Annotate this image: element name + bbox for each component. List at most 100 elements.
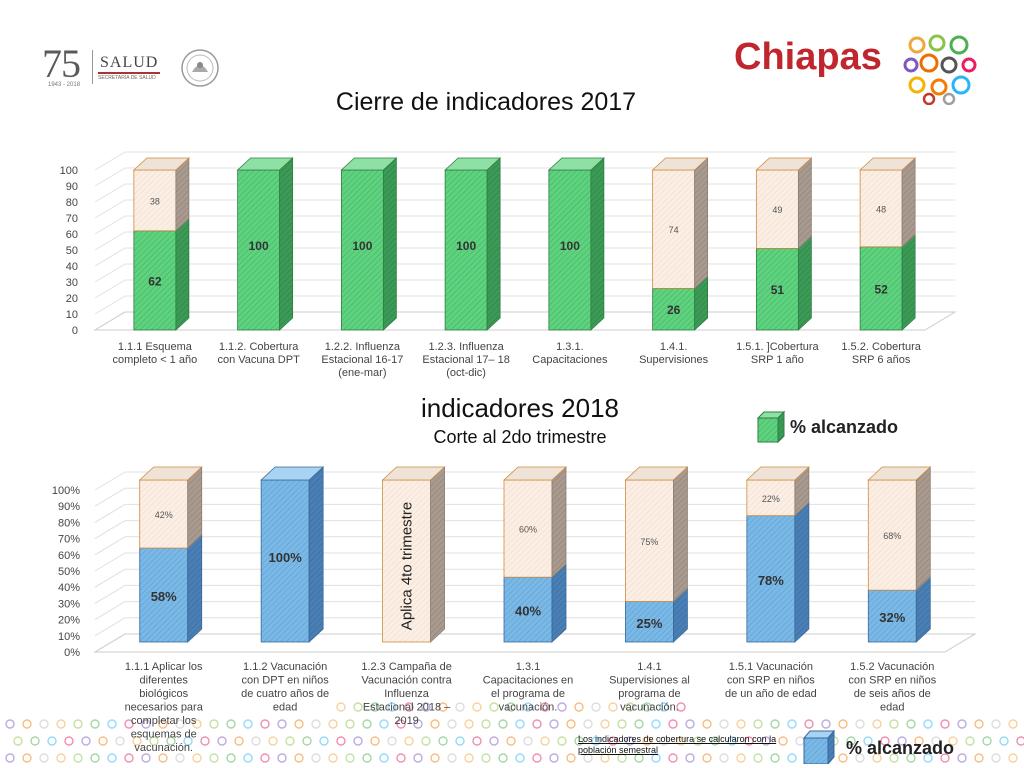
region-rings-logo-icon [903, 34, 977, 105]
chart-2018-legend-label: % alcanzado [846, 738, 955, 758]
chart-2018-legend: % alcanzado [800, 728, 1000, 764]
bar-achieved [548, 169, 592, 331]
bar-pending-top [859, 157, 917, 171]
logo-75-number: 75 [42, 41, 81, 86]
bar-achieved [625, 601, 674, 643]
bar-achieved-label: 62 [148, 274, 162, 288]
bar-achieved-top [260, 466, 325, 481]
region-name: Chiapas [734, 36, 882, 78]
gridline-diagonal [94, 601, 126, 621]
x-category-label: 1.3.1. Capacitaciones [532, 341, 608, 366]
gridline-diagonal [94, 617, 126, 637]
y-tick-label: 60% [58, 550, 80, 562]
legend-blue-cube-icon [802, 729, 836, 764]
y-tick-label: 70% [58, 534, 80, 546]
gridline-diagonal [94, 215, 126, 235]
bar-achieved-side [551, 563, 567, 643]
gridline-diagonal [94, 552, 126, 572]
bar-pending [746, 479, 796, 517]
x-category-label: 1.4.1 Supervisiones al programa de vacunaci… [609, 661, 690, 714]
bar-achieved [237, 169, 281, 331]
bar-pending-side [915, 466, 931, 592]
bar-achieved [859, 246, 903, 331]
x-category-label: 1.2.2. Influenza Estacional 16-17 (ene-mar… [321, 341, 403, 379]
chart-2017: 0 10 20 30 40 50 60 70 80 90 100 38 62 1.1.1 Esquema c… [60, 151, 957, 379]
gridline-diagonal [94, 183, 126, 203]
bar-achieved-top [547, 157, 605, 171]
bar-pending-side [673, 466, 688, 603]
gridline-diagonal [94, 151, 126, 171]
y-tick-label: 30% [58, 598, 80, 610]
x-category-label: 1.2.3 Campaña de Vacunación contra Influen… [361, 661, 452, 727]
bar-achieved-top [444, 157, 502, 171]
chart-2017-legend: % alcanzado [752, 410, 992, 444]
bar-pending-top [745, 466, 810, 481]
bar-pending [133, 169, 177, 232]
national-seal-icon [181, 49, 219, 87]
x-category-label: 1.1.2. Cobertura con Vacuna DPT [217, 341, 300, 366]
ministry-subtitle: SECRETARÍA DE SALUD [98, 75, 156, 81]
bar-pending-label: 68% [883, 531, 901, 541]
bar-achieved-side [308, 466, 324, 643]
x-category-label: 1.2.3. Influenza Estacional 17– 18 (oct-di… [422, 341, 509, 379]
y-tick-label: 20 [66, 293, 78, 305]
gridline-diagonal [94, 471, 126, 491]
bar-pending-top [502, 466, 568, 481]
bar-pending-top [138, 466, 203, 481]
bar-pending [503, 479, 553, 578]
chart-floor [93, 311, 957, 331]
y-tick-label: 30 [66, 277, 78, 289]
y-tick-label: 50 [66, 245, 78, 257]
bar-pending-top [867, 466, 932, 481]
bar-achieved-label: 51 [771, 283, 785, 297]
y-tick-label: 40% [58, 582, 80, 594]
x-category-label: 1.5.1. ]Cobertura SRP 1 año [736, 341, 819, 366]
bar-pending-side [551, 466, 567, 579]
bar-pending-top [651, 157, 709, 171]
y-tick-label: 10 [66, 309, 78, 321]
gridline-diagonal [94, 247, 126, 267]
y-tick-label: 50% [58, 566, 80, 578]
bar-pending-label: 22% [762, 494, 780, 504]
bar-pending-label: 48 [876, 204, 886, 214]
y-tick-label: 40 [66, 261, 78, 273]
y-tick-label: 90% [58, 501, 80, 513]
x-category-label: 1.5.1 Vacunación con SRP en niños de un añ… [725, 661, 817, 700]
y-tick-label: 100% [52, 485, 80, 497]
bar-achieved-label: 26 [667, 303, 681, 317]
bar-pending-top [755, 157, 813, 171]
special-note-label: Aplica 4to trimestre [399, 502, 416, 630]
bar-pending [652, 169, 696, 289]
y-tick-label: 90 [66, 181, 78, 193]
bar-pending-top [132, 157, 190, 171]
bar-achieved [260, 479, 310, 643]
bar-achieved [652, 287, 696, 331]
bar-pending-label: 42% [155, 510, 173, 520]
y-tick-label: 60 [66, 229, 78, 241]
gridline-diagonal [94, 167, 126, 187]
bar-pending-top [624, 466, 689, 481]
y-tick-label: 100 [60, 165, 78, 177]
bar-pending [867, 479, 917, 591]
gridline-diagonal [94, 279, 126, 299]
gridline-diagonal [94, 199, 126, 219]
bar-achieved-top [236, 157, 294, 171]
gridline-diagonal [94, 295, 126, 315]
gridline-diagonal [94, 231, 126, 251]
y-tick-label: 10% [58, 631, 80, 643]
logo-years: 1943 - 2018 [48, 82, 81, 88]
bar-pending-label: 74 [669, 225, 679, 235]
logo-separator [92, 50, 93, 84]
x-category-label: 1.5.2 Vacunación con SRP en niños de seis … [848, 661, 936, 714]
bar-achieved-label: 40% [515, 604, 541, 619]
bar-pending-label: 38 [150, 196, 160, 206]
bar-achieved-label: 78% [758, 573, 784, 588]
ministry-name: SALUD [100, 54, 159, 71]
bar-achieved-label: 100 [249, 239, 269, 253]
chart-floor [93, 633, 977, 653]
gridline-diagonal [94, 263, 126, 283]
y-tick-label: 20% [58, 615, 80, 627]
gridline-diagonal [94, 568, 126, 588]
bar-pending [139, 479, 189, 549]
